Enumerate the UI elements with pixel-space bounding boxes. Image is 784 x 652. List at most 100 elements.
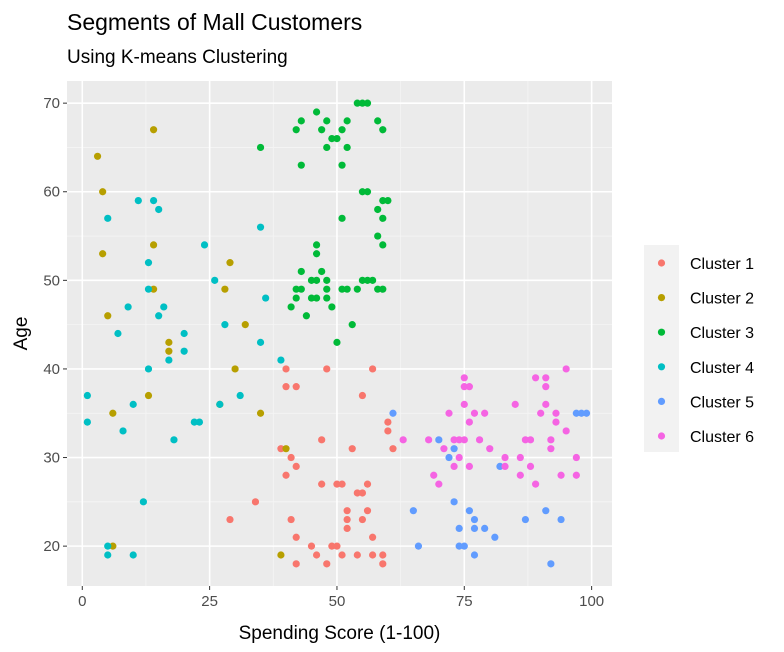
point-cluster-6 <box>516 453 524 462</box>
point-cluster-3 <box>338 126 346 134</box>
point-cluster-1 <box>343 515 351 524</box>
point-cluster-4 <box>83 418 91 426</box>
point-cluster-2 <box>165 347 173 355</box>
point-cluster-5 <box>450 498 458 506</box>
point-cluster-3 <box>338 161 346 169</box>
point-cluster-6 <box>572 471 580 479</box>
point-cluster-1 <box>292 462 300 470</box>
point-cluster-5 <box>547 560 555 568</box>
point-cluster-2 <box>104 312 112 320</box>
point-cluster-4 <box>104 542 112 550</box>
point-cluster-3 <box>256 143 265 152</box>
point-cluster-6 <box>557 471 565 479</box>
point-cluster-1 <box>343 524 351 533</box>
point-cluster-3 <box>338 214 346 222</box>
point-cluster-1 <box>363 507 372 515</box>
legend-label-cluster-6: Cluster 6 <box>690 429 754 446</box>
point-cluster-6 <box>526 436 535 444</box>
point-cluster-6 <box>475 436 484 444</box>
point-cluster-4 <box>104 551 112 559</box>
point-cluster-5 <box>582 409 591 417</box>
point-cluster-6 <box>501 453 509 462</box>
point-cluster-4 <box>256 223 265 231</box>
point-cluster-5 <box>465 507 473 515</box>
point-cluster-3 <box>323 285 331 293</box>
point-cluster-6 <box>562 427 570 435</box>
legend: Cluster 1 Cluster 2 Cluster 3 Cluster 4 Clus… <box>644 245 754 452</box>
point-cluster-6 <box>445 409 453 417</box>
point-cluster-3 <box>297 117 305 125</box>
point-cluster-3 <box>328 134 336 143</box>
point-cluster-1 <box>369 551 377 559</box>
point-cluster-5 <box>445 453 453 462</box>
point-cluster-5 <box>460 542 468 550</box>
point-cluster-3 <box>358 276 367 284</box>
point-cluster-3 <box>287 303 295 311</box>
point-cluster-3 <box>302 312 310 320</box>
point-cluster-5 <box>496 462 504 470</box>
point-cluster-1 <box>389 445 397 453</box>
point-cluster-6 <box>521 436 530 444</box>
point-cluster-5 <box>481 524 489 533</box>
point-cluster-3 <box>333 338 341 346</box>
point-cluster-5 <box>572 409 580 417</box>
point-cluster-4 <box>139 498 148 506</box>
point-cluster-3 <box>379 285 387 293</box>
point-cluster-4 <box>221 321 229 329</box>
y-tick-label: 30 <box>43 450 60 467</box>
point-cluster-6 <box>460 400 468 408</box>
point-cluster-1 <box>292 533 300 541</box>
point-cluster-3 <box>333 134 341 143</box>
point-cluster-2 <box>109 409 117 417</box>
y-axis-title: Age <box>11 317 32 351</box>
legend-label-cluster-3: Cluster 3 <box>690 325 754 342</box>
point-cluster-1 <box>358 489 367 497</box>
point-cluster-5 <box>414 542 423 550</box>
point-cluster-3 <box>374 117 382 125</box>
point-cluster-3 <box>374 205 382 214</box>
point-cluster-1 <box>379 551 387 559</box>
x-tick-label: 100 <box>579 593 604 610</box>
point-cluster-4 <box>190 418 198 426</box>
point-cluster-3 <box>297 285 305 293</box>
point-cluster-1 <box>348 445 356 453</box>
x-tick-label: 75 <box>456 593 473 610</box>
point-cluster-3 <box>307 276 316 284</box>
point-cluster-3 <box>353 285 361 293</box>
point-cluster-1 <box>287 453 295 462</box>
point-cluster-6 <box>516 471 524 479</box>
y-tick-label: 40 <box>43 361 60 378</box>
data-points <box>83 99 591 568</box>
point-cluster-3 <box>297 267 305 276</box>
point-cluster-2 <box>226 259 234 267</box>
y-tick-label: 50 <box>43 272 60 289</box>
point-cluster-2 <box>149 126 158 134</box>
point-cluster-1 <box>282 471 290 479</box>
point-cluster-3 <box>358 99 367 107</box>
point-cluster-5 <box>491 533 499 541</box>
point-cluster-1 <box>318 436 326 444</box>
point-cluster-3 <box>328 303 336 311</box>
point-cluster-3 <box>379 241 387 249</box>
point-cluster-6 <box>537 409 545 417</box>
point-cluster-6 <box>465 462 473 470</box>
point-cluster-5 <box>470 551 479 559</box>
point-cluster-5 <box>542 507 550 515</box>
point-cluster-1 <box>277 445 285 453</box>
point-cluster-6 <box>552 418 560 426</box>
point-cluster-4 <box>129 551 137 559</box>
axis-ticks: 0 25 50 75 100 20 30 40 50 60 70 <box>43 95 604 610</box>
point-cluster-6 <box>470 409 479 417</box>
point-cluster-1 <box>323 365 331 373</box>
point-cluster-3 <box>323 276 331 284</box>
legend-key-background <box>644 245 679 452</box>
point-cluster-6 <box>547 436 555 444</box>
point-cluster-2 <box>256 409 265 417</box>
point-cluster-4 <box>124 303 132 311</box>
point-cluster-5 <box>435 436 443 444</box>
point-cluster-1 <box>287 515 295 524</box>
legend-key-cluster-3 <box>657 328 666 336</box>
plot-panel <box>67 81 612 586</box>
point-cluster-2 <box>241 321 249 329</box>
point-cluster-5 <box>470 515 479 524</box>
